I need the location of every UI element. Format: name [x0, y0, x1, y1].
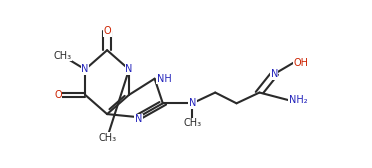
Text: N: N [125, 65, 133, 74]
Text: N: N [135, 114, 142, 124]
Text: N: N [189, 98, 196, 108]
Text: O: O [54, 90, 62, 100]
Text: NH: NH [157, 74, 171, 84]
Text: N: N [270, 69, 278, 79]
Text: NH₂: NH₂ [289, 95, 308, 105]
Text: CH₃: CH₃ [98, 133, 116, 143]
Text: N: N [81, 65, 89, 74]
Text: CH₃: CH₃ [53, 51, 71, 61]
Text: OH: OH [294, 57, 309, 68]
Text: O: O [103, 26, 111, 36]
Text: CH₃: CH₃ [183, 118, 201, 128]
